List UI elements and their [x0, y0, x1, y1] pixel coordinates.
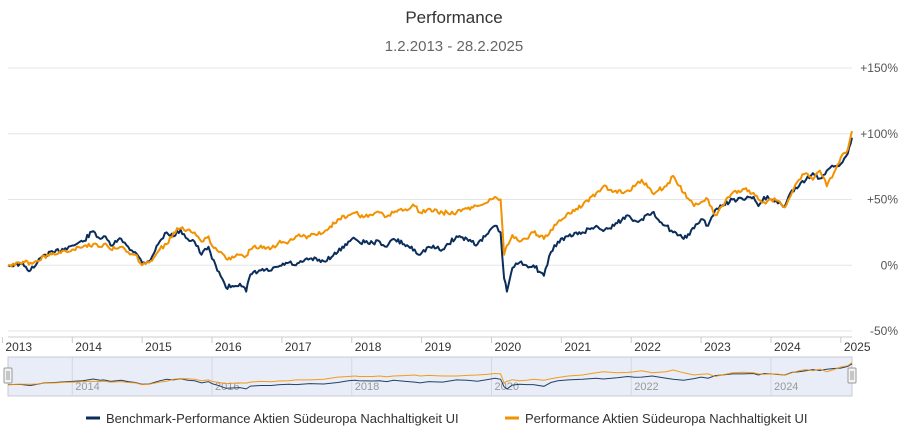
x-tick-label: 2021	[564, 340, 591, 354]
navigator-label: 2022	[634, 381, 658, 393]
navigator[interactable]: 2014 2016 2018 2020 2022 2024	[3, 356, 857, 397]
navigator-label: 2024	[774, 381, 798, 393]
x-tick-label: 2018	[355, 340, 382, 354]
y-tick-label: -50%	[870, 324, 898, 338]
navigator-label: 2018	[355, 381, 379, 393]
navigator-handle[interactable]	[3, 367, 13, 384]
navigator-window	[7, 356, 853, 397]
x-tick-label: 2025	[844, 340, 871, 354]
x-tick-label: 2024	[774, 340, 801, 354]
x-tick-label: 2017	[285, 340, 312, 354]
y-tick-label: +100%	[860, 127, 898, 141]
y-tick-label: +150%	[860, 61, 898, 75]
x-tick-label: 2019	[425, 340, 452, 354]
legend-label: Performance Aktien Südeuropa Nachhaltigk…	[525, 411, 808, 426]
navigator-label: 2016	[215, 381, 239, 393]
chart-title: Performance	[405, 8, 502, 27]
x-tick-label: 2020	[494, 340, 521, 354]
series-lines	[7, 130, 853, 293]
x-tick-label: 2022	[634, 340, 661, 354]
legend: Benchmark-Performance Aktien Südeuropa N…	[86, 411, 808, 426]
x-tick-label: 2014	[75, 340, 102, 354]
navigator-series-line	[7, 362, 853, 386]
grid-lines	[8, 67, 852, 332]
navigator-handle[interactable]	[847, 367, 857, 384]
y-axis-ticks: -50% 0% +50% +100% +150%	[860, 61, 898, 338]
legend-label: Benchmark-Performance Aktien Südeuropa N…	[106, 411, 459, 426]
navigator-label: 2020	[494, 381, 518, 393]
x-axis: 2013 2014 2015 2016 2017 2018 2019 2020 2021 2022…	[1, 336, 871, 354]
x-tick-label: 2013	[5, 340, 32, 354]
navigator-label: 2014	[75, 381, 99, 393]
x-tick-label: 2015	[145, 340, 172, 354]
y-tick-label: +50%	[867, 193, 898, 207]
series-line	[7, 137, 853, 293]
chart-subtitle: 1.2.2013 - 28.2.2025	[385, 38, 523, 55]
x-tick-label: 2016	[215, 340, 242, 354]
series-line	[7, 130, 853, 268]
y-tick-label: 0%	[881, 258, 899, 272]
x-tick-label: 2023	[704, 340, 731, 354]
